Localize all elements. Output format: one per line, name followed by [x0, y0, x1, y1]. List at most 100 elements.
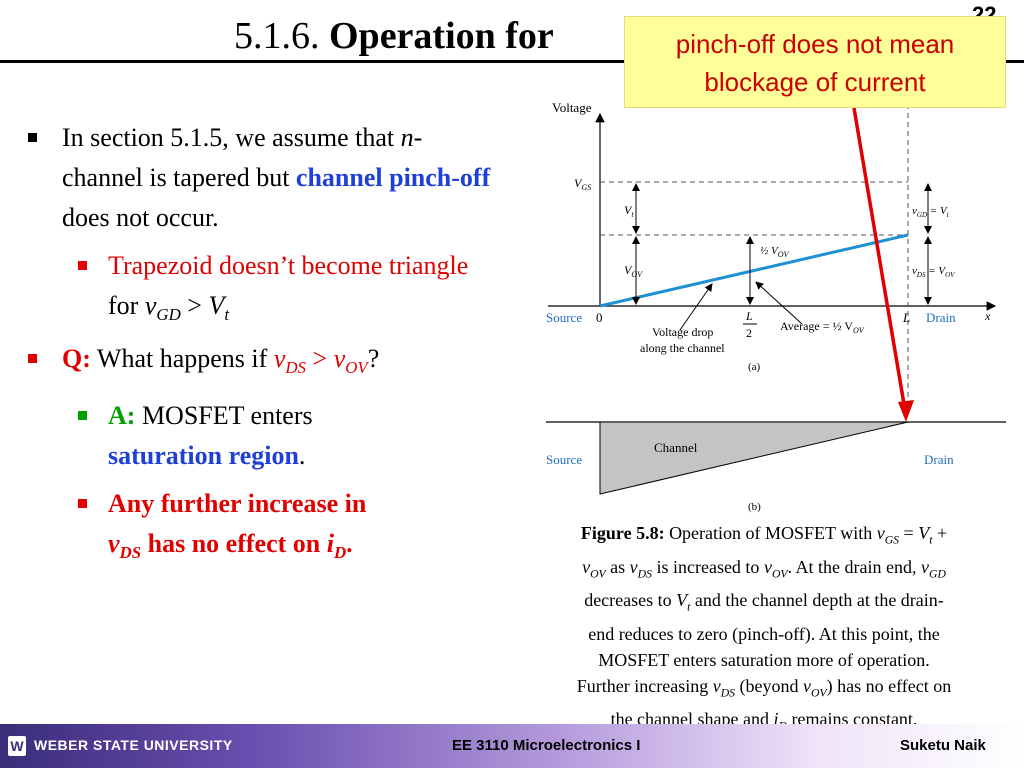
bullet-5-ds: DS: [119, 543, 142, 563]
average-label: Average = ½ VOV: [780, 319, 865, 335]
bullet-4-text: MOSFET enters: [135, 401, 313, 431]
caption-var: v: [876, 523, 885, 543]
bullet-1-mid: -channel is tapered but: [62, 123, 423, 192]
bullet-1-n: n: [400, 123, 414, 152]
caption-text: =: [899, 523, 919, 543]
bullet-3-qm: ?: [367, 344, 380, 374]
bullet-3-text: What happens if: [90, 344, 274, 374]
caption-sub: OV: [590, 567, 606, 581]
vds-label: vDS = VOV: [912, 265, 955, 279]
bullet-3-gt: >: [306, 344, 334, 374]
square-bullet-icon: [78, 411, 87, 421]
figure-a-label: (a): [748, 361, 761, 373]
caption-sub: GD: [929, 567, 946, 581]
caption-var: v: [803, 675, 812, 696]
figure-caption: Figure 5.8: Operation of MOSFET with vGS…: [520, 520, 1008, 740]
bullet-1-end: does not occur.: [62, 203, 219, 232]
bullet-5-d: D: [333, 543, 347, 563]
square-bullet-icon: [78, 261, 87, 270]
bullet-5-mid: has no effect on: [141, 529, 327, 559]
caption-sub: GS: [884, 533, 900, 547]
half-vov-label: ½ VOV: [760, 245, 790, 259]
university-name: WEBER STATE UNIVERSITY: [34, 737, 233, 753]
vt-label: Vt: [624, 203, 634, 219]
bullet-5-dot: .: [346, 529, 353, 559]
bullet-2-highlight: Trapezoid doesn’t become triangle: [108, 251, 469, 280]
vov-label: VOV: [624, 263, 643, 279]
bullet-2-V: V: [208, 291, 225, 320]
bullet-3-q: Q:: [62, 344, 91, 374]
bullet-1-highlight: channel pinch-off: [295, 163, 491, 192]
l-label: L: [902, 310, 910, 325]
bullet-3-v1: v: [273, 344, 286, 374]
caption-var: v: [582, 556, 591, 577]
source-label-b: Source: [546, 452, 582, 467]
title-rule: [0, 60, 1024, 63]
drain-label-a: Drain: [926, 310, 956, 325]
title-text: Operation for: [329, 15, 554, 57]
bullet-4-highlight: saturation region: [108, 441, 299, 471]
drop-pointer: [679, 283, 713, 331]
footer-bar: W WEBER STATE UNIVERSITY EE 3110 Microel…: [0, 724, 1024, 768]
caption-var: V: [676, 590, 688, 611]
bullet-4: A: MOSFET enters saturation region.: [24, 396, 494, 476]
drop-label-2: along the channel: [640, 341, 725, 355]
bullet-5-v: v: [108, 529, 120, 559]
caption-sub: DS: [637, 567, 652, 581]
square-bullet-icon: [28, 133, 37, 142]
bullet-5-line1: Any further increase in: [108, 489, 367, 519]
figure-b-label: (b): [748, 501, 761, 513]
bullet-1-text: In section 5.1.5, we assume that: [62, 123, 401, 152]
caption-sub: OV: [811, 686, 827, 700]
caption-text: Operation of MOSFET with: [664, 523, 877, 543]
caption-var: v: [921, 556, 930, 577]
bullet-list: In section 5.1.5, we assume that n-chann…: [24, 118, 494, 574]
channel-shape: [599, 421, 909, 495]
caption-var: v: [712, 675, 721, 696]
bullet-1: In section 5.1.5, we assume that n-chann…: [24, 118, 494, 238]
average-pointer: [755, 281, 803, 325]
square-bullet-icon: [28, 354, 37, 364]
bullet-2-gt: >: [180, 291, 209, 320]
bullet-3-ds: DS: [285, 358, 307, 378]
caption-text: ) has no effect on: [826, 675, 952, 696]
caption-text: . At the drain end,: [787, 556, 922, 577]
vgd-label: vGD = Vt: [912, 205, 950, 219]
bullet-2-for: for: [108, 291, 145, 320]
bullet-5-i: i: [326, 529, 334, 559]
pinch-off-arrowhead-icon: [898, 400, 914, 422]
drop-label-1: Voltage drop: [652, 325, 713, 339]
caption-text: +: [932, 523, 948, 543]
caption-var: i: [773, 709, 779, 730]
caption-text: as: [605, 556, 630, 577]
slide-title: 5.1.6. Operation for: [234, 14, 554, 58]
author-name: Suketu Naik: [900, 737, 986, 754]
caption-sub: OV: [771, 567, 788, 581]
callout-line-2: blockage of current: [704, 67, 926, 97]
bullet-2-sub: GD: [156, 305, 181, 325]
square-bullet-icon: [78, 499, 87, 509]
source-label-a: Source: [546, 310, 582, 325]
bullet-3: Q: What happens if vDS > vOV?: [24, 339, 494, 388]
mosfet-figure: Voltage VGS Vt VOV ½ VOV vGD = Vt vDS = …: [546, 100, 1006, 513]
caption-text: MOSFET enters saturation more of operati…: [598, 649, 930, 670]
caption-figure-label: Figure 5.8:: [580, 523, 665, 543]
voltage-drop-line: [599, 233, 909, 308]
bullet-4-dot: .: [298, 441, 306, 471]
figure-b: Channel Source Drain (b): [546, 421, 1006, 513]
bullet-3-v2: v: [333, 344, 346, 374]
bullet-5: Any further increase in vDS has no effec…: [24, 484, 494, 573]
voltage-axis-label: Voltage: [552, 100, 592, 115]
caption-text: and the channel depth at the drain-: [690, 590, 944, 611]
course-name: EE 3110 Microelectronics I: [452, 737, 641, 754]
pinch-off-pointer-arrow: [852, 107, 908, 417]
pinch-off-callout: pinch-off does not mean blockage of curr…: [624, 16, 1006, 108]
vgs-label: VGS: [574, 176, 591, 192]
bullet-2-v: v: [144, 291, 157, 320]
l2-bot: 2: [746, 326, 752, 340]
x-label: x: [984, 309, 991, 323]
bullet-2: Trapezoid doesn’t become triangle for vG…: [24, 246, 494, 335]
bullet-4-a: A:: [108, 401, 136, 431]
caption-var: v: [763, 556, 772, 577]
figure-a: Voltage VGS Vt VOV ½ VOV vGD = Vt vDS = …: [546, 100, 997, 414]
